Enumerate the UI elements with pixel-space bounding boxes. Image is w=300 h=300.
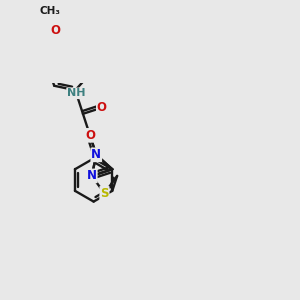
Text: S: S — [100, 187, 109, 200]
Text: O: O — [85, 129, 95, 142]
Text: O: O — [51, 24, 61, 37]
Text: N: N — [87, 169, 97, 182]
Text: N: N — [91, 148, 101, 161]
Text: NH: NH — [67, 88, 86, 98]
Text: CH₃: CH₃ — [39, 7, 60, 16]
Text: O: O — [97, 101, 107, 114]
